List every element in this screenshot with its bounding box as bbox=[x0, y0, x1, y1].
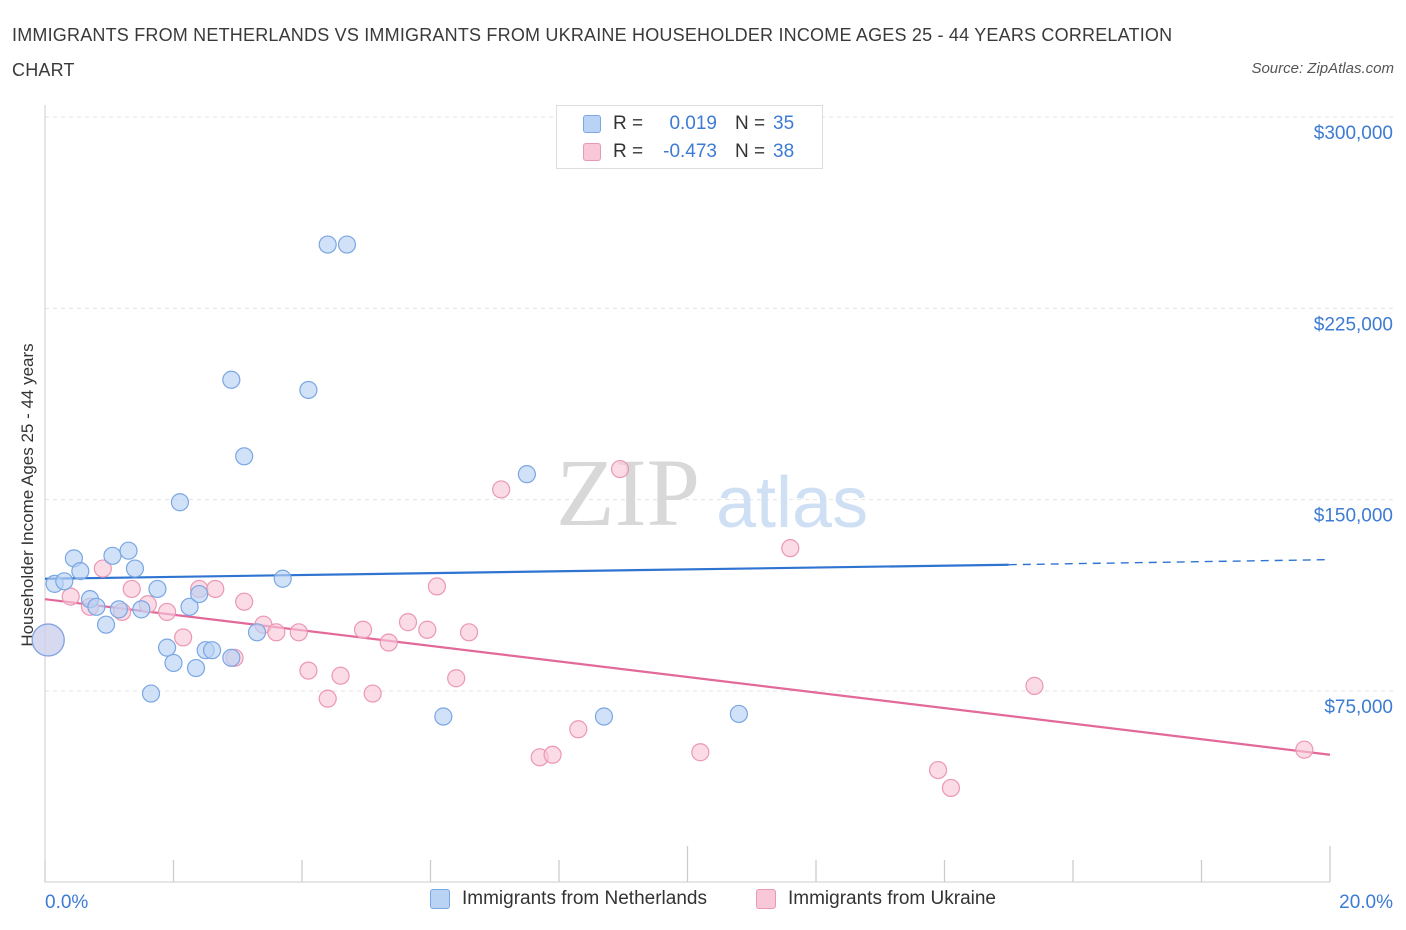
point-netherlands bbox=[141, 684, 161, 703]
point-netherlands bbox=[190, 584, 209, 604]
point-netherlands bbox=[132, 600, 151, 619]
point-netherlands bbox=[55, 572, 74, 591]
bottom-legend: Immigrants from Netherlands Immigrants f… bbox=[0, 888, 1406, 916]
point-ukraine bbox=[363, 684, 382, 703]
bottom-legend-swatch-ukraine bbox=[756, 889, 776, 909]
point-ukraine bbox=[781, 539, 800, 558]
y-tick-label: $300,000 bbox=[1314, 123, 1393, 144]
point-ukraine bbox=[418, 620, 437, 639]
point-netherlands bbox=[222, 370, 241, 389]
legend-n-value: 35 bbox=[773, 113, 795, 134]
point-ukraine bbox=[289, 623, 308, 642]
trend-line-netherlands bbox=[44, 563, 1009, 580]
point-ukraine bbox=[299, 661, 318, 680]
legend: R = 0.019 N = 35 R = -0.473 N = 38 bbox=[556, 105, 823, 169]
watermark: ZIP atlas bbox=[556, 439, 868, 546]
point-netherlands bbox=[31, 623, 65, 657]
point-netherlands bbox=[222, 648, 241, 667]
tick-labels: $75,000 $150,000 $225,000 $300,000 0.0% 20.0% bbox=[45, 123, 1393, 913]
point-netherlands bbox=[164, 653, 183, 673]
point-netherlands bbox=[103, 546, 122, 565]
point-ukraine bbox=[398, 613, 418, 632]
point-netherlands bbox=[235, 447, 254, 466]
point-ukraine bbox=[941, 778, 961, 798]
point-ukraine bbox=[318, 689, 337, 708]
point-ukraine bbox=[447, 669, 466, 688]
point-netherlands bbox=[729, 704, 749, 724]
point-netherlands bbox=[186, 658, 206, 678]
point-netherlands bbox=[96, 615, 116, 634]
point-netherlands bbox=[337, 235, 357, 254]
legend-r-value: 0.019 bbox=[669, 113, 717, 134]
point-ukraine bbox=[1025, 676, 1044, 695]
chart-title: IMMIGRANTS FROM NETHERLANDS VS IMMIGRANT… bbox=[12, 25, 1173, 80]
legend-r-value: -0.473 bbox=[663, 141, 717, 162]
legend-r-label: R = bbox=[613, 141, 644, 162]
point-netherlands bbox=[517, 465, 536, 484]
point-netherlands bbox=[180, 597, 199, 616]
point-ukraine bbox=[928, 760, 948, 780]
point-netherlands bbox=[247, 623, 267, 642]
point-ukraine bbox=[427, 577, 447, 596]
y-tick-label: $75,000 bbox=[1324, 697, 1393, 718]
bottom-legend-item-ukraine: Immigrants from Ukraine bbox=[756, 888, 996, 910]
point-ukraine bbox=[267, 623, 286, 642]
trend-line-netherlands-extension bbox=[1008, 558, 1331, 566]
point-netherlands bbox=[434, 707, 453, 726]
bottom-legend-label: Immigrants from Ukraine bbox=[788, 888, 996, 909]
point-ukraine bbox=[610, 459, 630, 479]
bottom-legend-item-netherlands: Immigrants from Netherlands bbox=[430, 888, 707, 910]
legend-swatch-netherlands bbox=[583, 115, 601, 133]
point-netherlands bbox=[594, 707, 614, 726]
point-netherlands bbox=[157, 638, 177, 657]
chart-source: Source: ZipAtlas.com bbox=[1251, 60, 1394, 77]
trend-line-ukraine bbox=[44, 598, 1331, 756]
legend-row-ukraine: R = -0.473 N = 38 bbox=[583, 139, 794, 165]
x-tick-label: 0.0% bbox=[45, 892, 88, 913]
point-netherlands bbox=[202, 641, 222, 660]
axes bbox=[44, 105, 1331, 883]
bottom-legend-label: Immigrants from Netherlands bbox=[462, 888, 707, 909]
point-ukraine bbox=[157, 602, 177, 622]
point-ukraine bbox=[122, 579, 141, 599]
point-netherlands bbox=[71, 561, 90, 581]
point-ukraine bbox=[174, 628, 193, 647]
point-ukraine bbox=[235, 592, 254, 611]
point-ukraine bbox=[93, 559, 112, 578]
x-tick-label: 20.0% bbox=[1339, 892, 1393, 913]
point-netherlands bbox=[119, 541, 138, 560]
y-tick-label: $225,000 bbox=[1314, 314, 1393, 335]
point-netherlands bbox=[318, 235, 337, 254]
point-netherlands bbox=[299, 380, 318, 400]
point-netherlands bbox=[170, 493, 190, 512]
point-netherlands bbox=[109, 600, 128, 619]
point-netherlands bbox=[125, 559, 145, 578]
point-ukraine bbox=[1295, 740, 1314, 759]
point-netherlands bbox=[148, 579, 167, 599]
point-ukraine bbox=[492, 480, 511, 499]
data-points bbox=[31, 235, 1314, 798]
point-netherlands bbox=[273, 569, 292, 588]
legend-n-label: N = bbox=[735, 141, 766, 162]
point-ukraine bbox=[61, 587, 80, 606]
point-ukraine bbox=[691, 743, 710, 762]
point-ukraine bbox=[331, 666, 350, 685]
point-ukraine bbox=[353, 620, 373, 639]
watermark-atlas: atlas bbox=[716, 463, 868, 543]
point-ukraine bbox=[569, 720, 588, 739]
point-netherlands bbox=[87, 597, 106, 616]
bottom-legend-swatch-netherlands bbox=[430, 889, 450, 909]
point-ukraine bbox=[543, 745, 562, 764]
point-ukraine bbox=[379, 633, 398, 652]
point-ukraine bbox=[206, 579, 225, 599]
watermark-zip: ZIP bbox=[556, 439, 700, 546]
legend-swatch-ukraine bbox=[583, 143, 601, 161]
point-ukraine bbox=[459, 623, 479, 642]
legend-r-label: R = bbox=[613, 113, 644, 134]
legend-row-netherlands: R = 0.019 N = 35 bbox=[583, 111, 794, 137]
y-tick-label: $150,000 bbox=[1314, 506, 1393, 527]
legend-n-value: 38 bbox=[773, 141, 795, 162]
legend-n-label: N = bbox=[735, 113, 766, 134]
